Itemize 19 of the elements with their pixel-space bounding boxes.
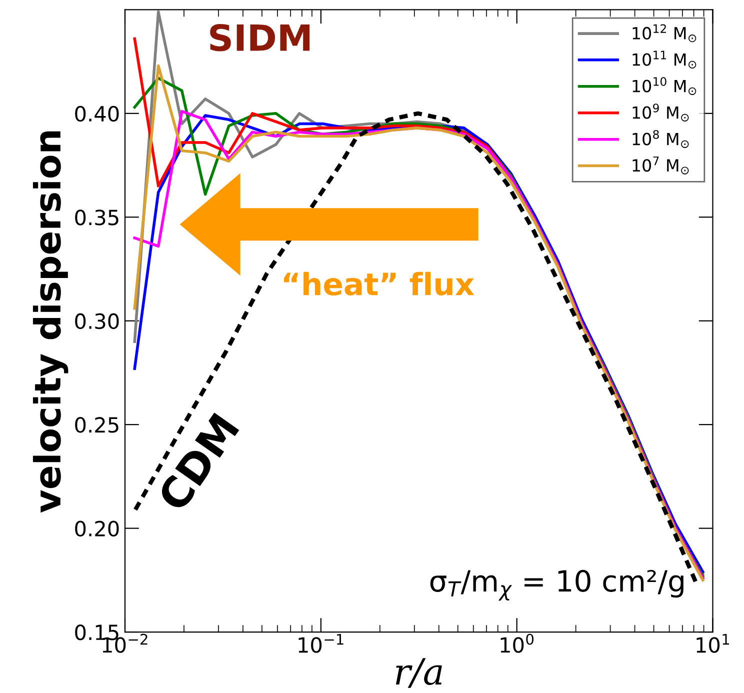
- legend-label: 10$^{10}$ M$_{⊙}$: [632, 77, 696, 96]
- y-tick-label: 0.40: [75, 106, 119, 122]
- y-tick-label: 0.35: [75, 210, 118, 226]
- x-tick-label: 10$^{0}$: [500, 634, 534, 653]
- legend-label: 10$^{9}$ M$_{⊙}$: [632, 104, 689, 122]
- x-tick-label: 10$^{1}$: [696, 634, 730, 653]
- annotation: σ$_{T}$/m$_{χ}$ = 10 cm²/g: [430, 570, 684, 601]
- legend-label: 10$^{7}$ M$_{⊙}$: [632, 156, 689, 174]
- legend-label: 10$^{12}$ M$_{⊙}$: [632, 24, 696, 42]
- x-tick-label: 10$^{−1}$: [298, 634, 344, 653]
- legend-label: 10$^{11}$ M$_{⊙}$: [632, 50, 696, 69]
- annotation: “heat” flux: [284, 272, 474, 296]
- x-axis-title: r/a: [396, 658, 442, 688]
- y-tick-label: 0.30: [75, 313, 119, 330]
- y-axis-title: velocity dispersion: [32, 131, 68, 513]
- legend-label: 10$^{8}$ M$_{⊙}$: [632, 130, 689, 148]
- y-tick-label: 0.25: [75, 417, 118, 433]
- y-tick-label: 0.20: [75, 520, 119, 537]
- annotation: SIDM: [210, 24, 310, 52]
